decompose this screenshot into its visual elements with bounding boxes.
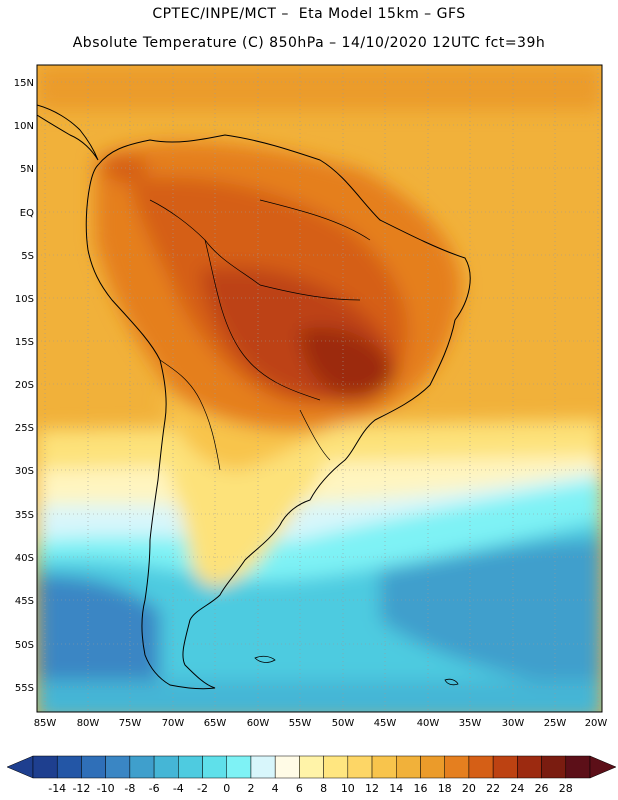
colorbar-swatch bbox=[492, 755, 518, 779]
lat-label: 45S bbox=[15, 596, 34, 607]
colorbar-swatch bbox=[56, 755, 82, 779]
colorbar-tick-label: -8 bbox=[124, 782, 135, 795]
colorbar-tick-label: 14 bbox=[389, 782, 403, 795]
map-frame bbox=[36, 64, 603, 713]
colorbar-tick-label: 22 bbox=[486, 782, 500, 795]
colorbar-tick-label: -4 bbox=[173, 782, 184, 795]
colorbar-tick-label: 26 bbox=[535, 782, 549, 795]
colorbar-swatch bbox=[202, 755, 227, 779]
colorbar-tick-label: 28 bbox=[559, 782, 573, 795]
lon-label: 55W bbox=[289, 718, 312, 729]
lon-label: 70W bbox=[162, 718, 185, 729]
colorbar-swatch bbox=[420, 755, 445, 779]
lat-label: 40S bbox=[15, 553, 34, 564]
latitude-labels: 15N 10N 5N EQ 5S 10S 15S 20S 25S 30S 35S… bbox=[14, 78, 34, 694]
colorbar-tick-label: -2 bbox=[197, 782, 208, 795]
lat-label: 10N bbox=[14, 121, 34, 132]
colorbar-swatch bbox=[323, 755, 349, 779]
colorbar-swatch bbox=[517, 755, 542, 779]
colorbar-swatch bbox=[347, 755, 373, 779]
colorbar-swatch bbox=[178, 755, 203, 779]
lat-label: 35S bbox=[15, 510, 34, 521]
lat-label: 55S bbox=[15, 683, 34, 694]
longitude-labels: 85W 80W 75W 70W 65W 60W 55W 50W 45W 40W … bbox=[34, 718, 608, 729]
colorbar-tick-label: -10 bbox=[97, 782, 115, 795]
colorbar-swatch bbox=[250, 755, 276, 779]
colorbar-swatch bbox=[105, 755, 131, 779]
colorbar-swatch bbox=[81, 755, 106, 779]
lon-label: 75W bbox=[119, 718, 142, 729]
lat-label: EQ bbox=[20, 208, 34, 219]
colorbar-tick-label: 2 bbox=[247, 782, 254, 795]
lon-label: 25W bbox=[544, 718, 567, 729]
colorbar: -14 -12 -10 -8 -6 -4 -2 0 2 4 6 8 10 12 14 16 18 20 22 24 26… bbox=[6, 755, 617, 795]
colorbar-swatch bbox=[468, 755, 494, 779]
colorbar-tick-label: 16 bbox=[413, 782, 427, 795]
colorbar-tick-label: 12 bbox=[365, 782, 379, 795]
lon-label: 65W bbox=[204, 718, 227, 729]
colorbar-swatch bbox=[565, 755, 591, 779]
colorbar-tick-label: -6 bbox=[149, 782, 160, 795]
colorbar-tick-label: 20 bbox=[462, 782, 476, 795]
lon-label: 85W bbox=[34, 718, 57, 729]
lon-label: 20W bbox=[585, 718, 608, 729]
map-title-line2: Absolute Temperature (C) 850hPa – 14/10/… bbox=[72, 35, 546, 51]
coastline-central-america bbox=[37, 104, 99, 161]
colorbar-swatch bbox=[129, 755, 155, 779]
lat-label: 5N bbox=[20, 164, 34, 175]
colorbar-tick-label: -14 bbox=[48, 782, 66, 795]
lat-label: 50S bbox=[15, 640, 34, 651]
coastline bbox=[85, 134, 471, 690]
colorbar-swatch bbox=[541, 755, 567, 779]
map-title-line1: CPTEC/INPE/MCT – Eta Model 15km – GFS bbox=[152, 6, 466, 22]
lat-label: 15S bbox=[15, 337, 34, 348]
lon-label: 35W bbox=[459, 718, 482, 729]
temperature-field bbox=[37, 65, 602, 712]
lon-label: 40W bbox=[417, 718, 440, 729]
colorbar-tick-label: 18 bbox=[438, 782, 452, 795]
lat-label: 10S bbox=[15, 294, 34, 305]
lat-label: 20S bbox=[15, 380, 34, 391]
colorbar-tick-label: 6 bbox=[296, 782, 303, 795]
lat-label: 5S bbox=[21, 251, 34, 262]
colorbar-swatch bbox=[444, 755, 470, 779]
lat-label: 30S bbox=[15, 466, 34, 477]
colorbar-swatch bbox=[396, 755, 421, 779]
colorbar-tick-label: -12 bbox=[72, 782, 90, 795]
colorbar-over-triangle bbox=[589, 755, 617, 779]
colorbar-tick-label: 4 bbox=[272, 782, 279, 795]
colorbar-tick-label: 0 bbox=[223, 782, 230, 795]
colorbar-swatch bbox=[371, 755, 397, 779]
lon-label: 60W bbox=[247, 718, 270, 729]
colorbar-swatch bbox=[153, 755, 179, 779]
lon-label: 50W bbox=[332, 718, 355, 729]
lon-label: 30W bbox=[502, 718, 525, 729]
colorbar-under-triangle bbox=[6, 755, 34, 779]
colorbar-tick-label: 8 bbox=[320, 782, 327, 795]
colorbar-tick-label: 10 bbox=[341, 782, 355, 795]
lon-label: 80W bbox=[77, 718, 100, 729]
colorbar-swatch bbox=[274, 755, 300, 779]
lat-label: 25S bbox=[15, 423, 34, 434]
colorbar-swatch bbox=[299, 755, 324, 779]
lat-label: 15N bbox=[14, 78, 34, 89]
colorbar-swatch bbox=[32, 755, 58, 779]
country-borders bbox=[149, 199, 371, 471]
colorbar-swatch bbox=[226, 755, 252, 779]
colorbar-tick-label: 24 bbox=[510, 782, 524, 795]
lon-label: 45W bbox=[374, 718, 397, 729]
